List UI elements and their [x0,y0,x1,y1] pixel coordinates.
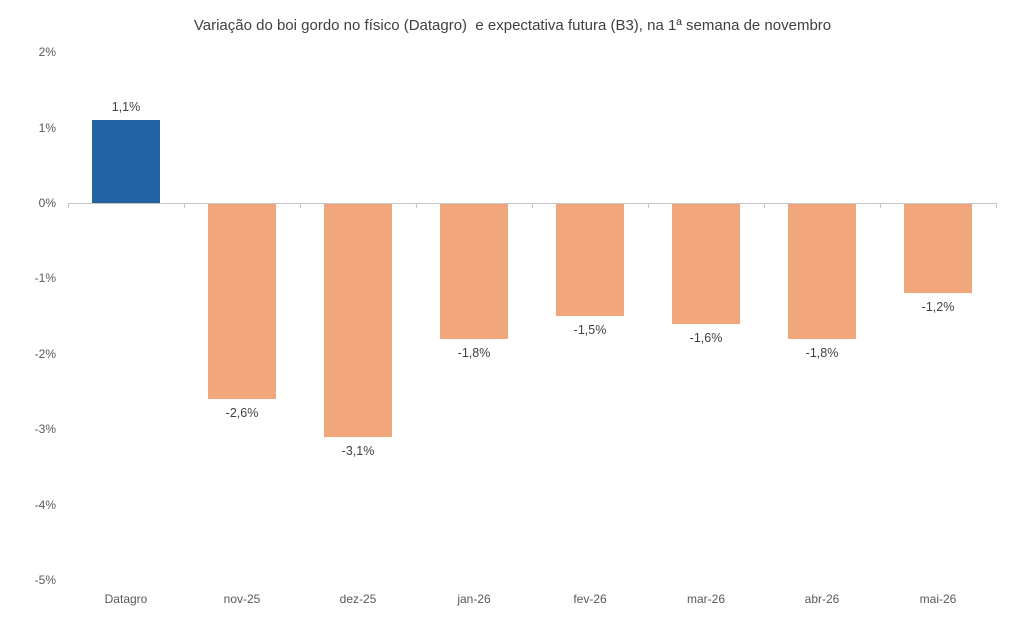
x-axis-label: fev-26 [573,592,607,606]
x-axis-label: mai-26 [919,592,957,606]
bar-value-label: -2,6% [225,406,259,421]
bar-dez-25 [324,203,392,437]
bar-abr-26 [788,203,856,339]
axis-tick [880,203,881,208]
y-axis-label: 2% [38,45,56,60]
y-axis-label: -1% [34,271,56,286]
x-axis-label: jan-26 [457,592,491,606]
y-axis-label: 1% [38,120,56,135]
y-axis-label: -2% [34,346,56,361]
axis-tick [648,203,649,208]
bar-datagro [92,120,160,203]
x-axis-label: dez-25 [339,592,377,606]
axis-tick [68,203,69,208]
chart-title: Variação do boi gordo no físico (Datagro… [193,17,832,34]
y-axis-label: -5% [34,573,56,587]
bar-value-label: -3,1% [341,443,375,458]
bar-value-label: -1,6% [689,330,723,345]
bar-value-label: -1,8% [805,345,839,360]
bar-value-label: -1,5% [573,323,607,338]
bar-jan-26 [440,203,508,339]
y-axis-label: -3% [34,422,56,437]
x-axis-label: Datagro [104,592,148,606]
x-axis-label: nov-25 [223,592,261,606]
axis-tick [764,203,765,208]
axis-tick [300,203,301,208]
axis-tick [996,203,997,208]
bar-value-label: -1,8% [457,345,491,360]
bar-mai-26 [904,203,972,294]
x-axis-label: mar-26 [686,592,725,606]
y-axis-label: -4% [34,497,56,512]
y-axis-label: 0% [38,196,56,210]
axis-tick [184,203,185,208]
bar-value-label: 1,1% [111,100,141,115]
bar-fev-26 [556,203,624,317]
bar-nov-25 [208,203,276,400]
x-axis-label: abr-26 [804,592,840,606]
axis-tick [416,203,417,208]
bar-mar-26 [672,203,740,324]
axis-tick [532,203,533,208]
bar-value-label: -1,2% [921,300,955,315]
